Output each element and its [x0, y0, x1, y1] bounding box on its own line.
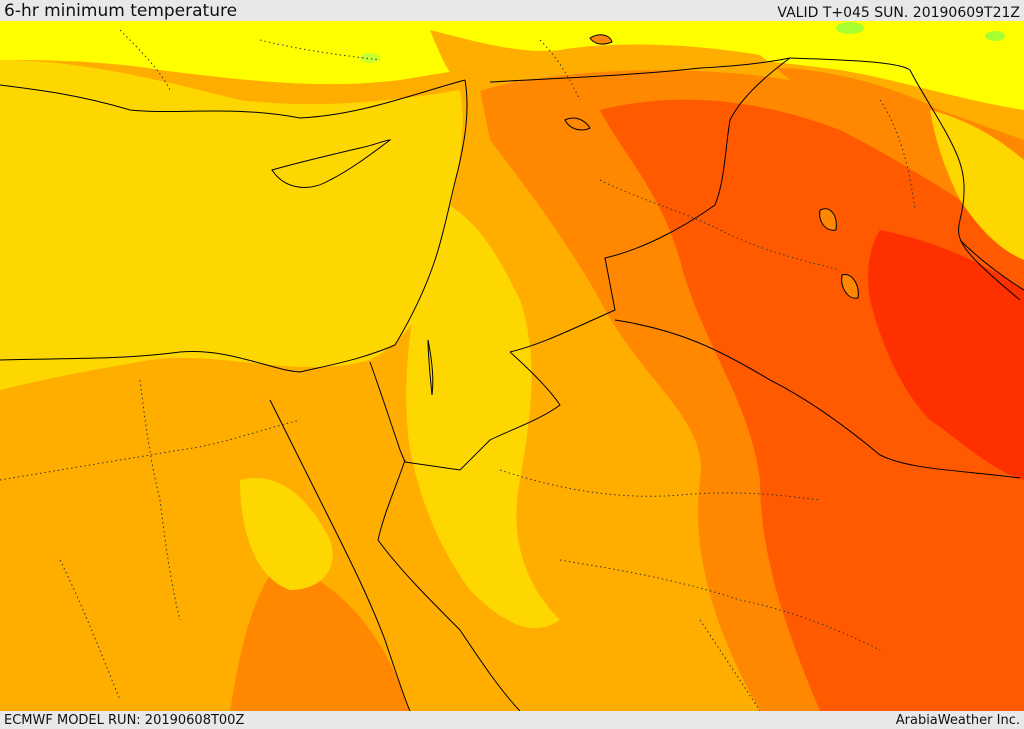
coastline-mediterranean-north	[0, 79, 466, 119]
cool-spot-green	[836, 22, 864, 34]
border-jordan-saudi	[404, 351, 561, 471]
admin-boundary	[119, 29, 171, 91]
admin-boundary	[259, 39, 381, 61]
temperature-field-red	[868, 230, 1024, 480]
coastline-egypt	[0, 344, 396, 373]
temperature-field-bright-yellow-north	[0, 21, 1024, 110]
credit-label: ArabiaWeather Inc.	[895, 713, 1020, 728]
coastline-levant	[394, 79, 468, 346]
lake-outline	[564, 117, 591, 131]
temperature-field-yellow-sinai	[240, 478, 333, 590]
temperature-field-orange-anatolia	[430, 30, 790, 95]
model-run-label: ECMWF MODEL RUN: 20190608T00Z	[4, 713, 245, 728]
coastline-red-sea-east	[377, 459, 521, 711]
temperature-field-yellow-sea	[0, 60, 463, 390]
header-bar: 6-hr minimum temperature VALID T+045 SUN…	[0, 0, 1024, 21]
temperature-field-yellow-levant	[406, 200, 560, 629]
admin-boundary	[139, 379, 181, 621]
border-jordan-iraq	[509, 204, 716, 353]
cool-spot-green	[360, 53, 380, 63]
border-iran-iraq	[789, 57, 1021, 301]
admin-boundary	[699, 619, 761, 711]
footer-bar: ECMWF MODEL RUN: 20190608T00Z ArabiaWeat…	[0, 711, 1024, 729]
border-syria-iraq	[714, 57, 791, 206]
border-iraq-saudi	[614, 319, 1021, 479]
map-title: 6-hr minimum temperature	[4, 1, 238, 21]
temperature-field-yellow-west	[0, 418, 250, 657]
border-turkey-syria	[489, 57, 791, 83]
admin-boundary	[559, 559, 881, 651]
temperature-field-deep-orange-south	[230, 560, 410, 711]
coastline-persian-gulf	[959, 239, 1024, 291]
lake-outline	[841, 274, 859, 299]
cool-spot-green	[985, 31, 1005, 41]
lake-outline	[819, 208, 837, 231]
temperature-map	[0, 21, 1024, 711]
admin-boundary	[59, 559, 121, 701]
coastline-red-sea-west	[269, 399, 411, 711]
dead-sea-outline	[427, 339, 434, 396]
valid-time: VALID T+045 SUN. 20190609T21Z	[777, 5, 1020, 21]
lake-outline	[589, 34, 613, 45]
cyprus-outline	[271, 139, 392, 188]
border-egypt-israel	[369, 361, 406, 463]
admin-boundary	[879, 99, 916, 211]
